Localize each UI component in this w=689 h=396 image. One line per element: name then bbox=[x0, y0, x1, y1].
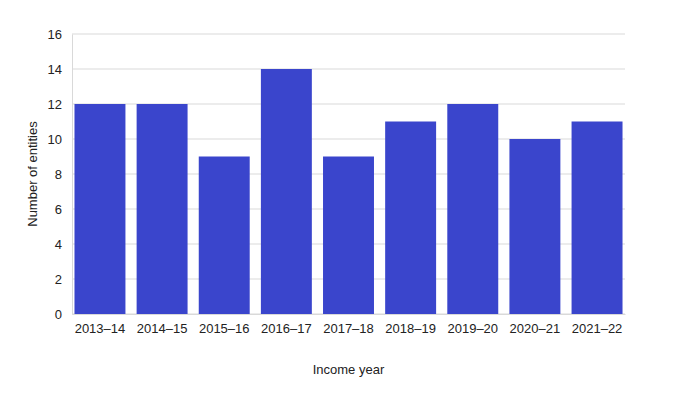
y-tick: 16 bbox=[48, 27, 72, 42]
y-tick: 10 bbox=[48, 132, 72, 147]
chart: 0 2 4 6 8 10 12 14 16 2013–14 2014–15 2015–16 2016–1… bbox=[0, 0, 689, 396]
grid-line bbox=[72, 34, 625, 35]
x-tick-label: 2016–17 bbox=[261, 321, 312, 336]
x-axis-line bbox=[73, 314, 626, 315]
y-tick: 14 bbox=[48, 62, 72, 77]
bar bbox=[509, 139, 560, 314]
x-tick-label: 2018–19 bbox=[385, 321, 436, 336]
bar bbox=[261, 69, 312, 314]
y-tick: 4 bbox=[55, 237, 72, 252]
plot: 0 2 4 6 8 10 12 14 16 2013–14 2014–15 2015–16 2016–1… bbox=[48, 27, 626, 337]
x-tick: 2021–22 bbox=[572, 314, 623, 336]
bars bbox=[74, 69, 622, 314]
y-tick: 12 bbox=[48, 97, 72, 112]
x-axis: 2013–14 2014–15 2015–16 2016–17 2017–18 2018–… bbox=[73, 314, 626, 336]
y-tick-label: 0 bbox=[55, 307, 62, 322]
bar bbox=[323, 157, 374, 315]
y-tick: 6 bbox=[55, 202, 72, 217]
x-tick: 2016–17 bbox=[261, 314, 312, 336]
y-tick: 0 bbox=[55, 307, 72, 322]
bar bbox=[385, 122, 436, 315]
y-tick-label: 14 bbox=[48, 62, 62, 77]
bar bbox=[447, 104, 498, 314]
y-axis: 0 2 4 6 8 10 12 14 16 bbox=[48, 27, 73, 322]
x-tick-label: 2015–16 bbox=[199, 321, 250, 336]
x-tick: 2015–16 bbox=[199, 314, 250, 336]
y-tick-label: 4 bbox=[55, 237, 62, 252]
y-tick-label: 12 bbox=[48, 97, 62, 112]
x-tick: 2018–19 bbox=[385, 314, 436, 336]
x-axis-title: Income year bbox=[313, 362, 385, 377]
y-axis-line bbox=[72, 35, 73, 315]
grid-line bbox=[72, 69, 625, 70]
x-tick-label: 2020–21 bbox=[510, 321, 561, 336]
y-tick-label: 2 bbox=[55, 272, 62, 287]
y-tick: 2 bbox=[55, 272, 72, 287]
x-tick: 2014–15 bbox=[137, 314, 188, 336]
x-tick-label: 2013–14 bbox=[75, 321, 126, 336]
x-tick: 2013–14 bbox=[75, 314, 126, 336]
x-tick: 2019–20 bbox=[447, 314, 498, 336]
x-tick: 2020–21 bbox=[510, 314, 561, 336]
bar bbox=[74, 104, 125, 314]
x-tick: 2017–18 bbox=[323, 314, 374, 336]
bar bbox=[137, 104, 188, 314]
x-tick-label: 2014–15 bbox=[137, 321, 188, 336]
x-tick-label: 2019–20 bbox=[447, 321, 498, 336]
y-tick-label: 6 bbox=[55, 202, 62, 217]
y-axis-title: Number of entities bbox=[25, 121, 40, 227]
grid bbox=[72, 34, 625, 314]
y-tick-label: 16 bbox=[48, 27, 62, 42]
bar bbox=[572, 122, 623, 315]
x-tick-label: 2021–22 bbox=[572, 321, 623, 336]
y-tick-label: 8 bbox=[55, 167, 62, 182]
y-tick: 8 bbox=[55, 167, 72, 182]
y-tick-label: 10 bbox=[48, 132, 62, 147]
bar bbox=[199, 157, 250, 315]
x-tick-label: 2017–18 bbox=[323, 321, 374, 336]
